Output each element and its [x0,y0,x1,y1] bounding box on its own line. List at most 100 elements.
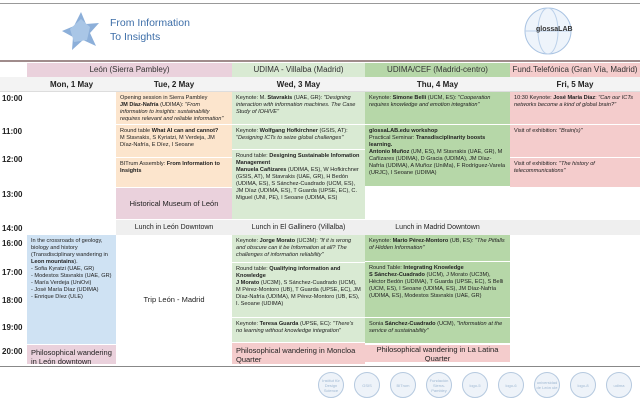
event-line: Keynote: Jorge Morato (UC3M): "If it is … [236,238,361,259]
event-text: (UM, ES), M Stavrakis (UAE, GR), M Cañiz… [369,149,506,176]
sponsor-logo-mark: logo-6 [498,372,524,398]
event-line: Visit of exhibition: "The history of tel… [514,161,636,175]
day-header-blank [0,77,27,92]
event-text: From Information to Insights [120,161,220,174]
event-text: Keynote: M. [236,95,268,101]
event-round-table-qualifying: Round table: Qualifying information and … [232,263,365,318]
top-rule [0,3,640,4]
event-text: Historical Museum of León [129,199,219,208]
sponsor-logo-mark: logo-8 [570,372,596,398]
sponsor-logo: udima [603,370,635,400]
event-text: Philosophical wandering in León downtown [31,348,112,365]
event-text: Keynote: [369,238,393,244]
event-text: Keynote: [369,95,393,101]
event-glossalab-workshop: glossaLAB.edu workshop Practical Seminar… [365,125,510,187]
event-text: - Enrique Díez (ULE) [31,294,83,300]
sponsor-logo: logo-5 [459,370,491,400]
event-line: In the crossroads of geology, biology an… [31,238,112,266]
event-title: From Information To Insights [110,16,190,44]
event-text: M Stavrakis, S Kyriatzi, M Verdeja, JM D… [120,135,215,148]
sponsor-logo: logo-8 [567,370,599,400]
event-text: Qualifying information and Knowledge [236,266,341,279]
event-text: Transdisciplinarity boosts learning. [369,135,486,148]
time-label: 20:00 [2,347,23,356]
lunch-thu: Lunch in Madrid Downtown [395,224,480,231]
event-text: "The history of telecommunications" [514,161,595,174]
event-line: M Stavrakis, S Kyriatzi, M Verdeja, JM D… [120,135,228,149]
event-text: Antonio Muñoz [369,149,410,155]
sponsor-logo-mark: GSIS [354,372,380,398]
event-text: (UCM), J Morato (UC3M), Héctor Bedón (UD… [369,272,504,299]
time-label: 12:00 [2,155,23,164]
event-line: Round table: Designing Sustainable Infom… [236,153,361,167]
header-rule [0,60,640,62]
event-text: 10:30 Keynote: [514,95,554,101]
event-text: S Sánchez-Cuadrado [369,272,425,278]
event-line: - José María Díaz (UDIMA) [31,287,112,294]
event-text: (UCM), [435,321,457,327]
event-line: Keynote: Teresa Guarda (UPSE, EC): "Ther… [236,321,361,335]
event-line: J Morato (UC3M), S Sánchez-Cuadrado (UCM… [236,280,361,308]
event-text: Sonia [369,321,385,327]
event-text: Leon mountains [31,259,75,265]
event-line: Historical Museum of León [130,199,219,208]
event-leon-mountains-wandering: In the crossroads of geology, biology an… [27,235,116,345]
event-text: "Information at the service of sustainab… [369,321,503,334]
day-tue: Tue, 2 May [116,77,232,92]
event-text: Round table: [236,266,270,272]
event-text: Mario Pérez-Montoro [392,238,449,244]
event-text: Round table [120,128,152,134]
event-keynote-diaz: 10:30 Keynote: José María Díaz: "Can our… [510,92,640,125]
event-line: BITrum Assembly: From Information to Ins… [120,161,228,175]
event-text: Simone Belli [392,95,427,101]
event-text: In the crossroads of geology, biology an… [31,238,108,258]
time-label: 13:00 [2,190,23,199]
sponsor-logo: Institut für Design Science [315,370,347,400]
sponsor-logo: universidad de León ule [531,370,563,400]
event-line: S Sánchez-Cuadrado (UCM), J Morato (UC3M… [369,272,506,300]
time-label: 18:00 [2,296,23,305]
event-line: Keynote: M. Stavrakis (UAE, GR): "Design… [236,95,361,116]
event-text: "If it is wrong and obscure can it be In… [236,238,352,258]
sponsor-logo-mark: BITrum [390,372,416,398]
event-talk-sanchez-cuadrado: Sonia Sánchez-Cuadrado (UCM), "Informati… [365,318,510,344]
sponsor-logo: Fundación Sierra-Pambley [423,370,455,400]
event-text: J Morato [236,280,260,286]
event-opening-session: Opening session in Sierra Pambley JM Díaz… [116,92,232,125]
event-moncloa-wandering: Philosophical wandering in Moncloa Quart… [232,343,365,365]
event-line: Visit of exhibition: "Brain(s)" [514,128,636,135]
event-text: José María Díaz [553,95,596,101]
day-wed: Wed, 3 May [232,77,365,92]
event-leon-downtown-wandering: Philosophical wandering in León downtown [27,345,116,365]
lunch-row [116,220,640,235]
glossalab-logo: glossaLAB [536,26,573,33]
event-line: 10:30 Keynote: José María Díaz: "Can our… [514,95,636,109]
event-text: Round Table: [369,265,404,271]
glossalab-globe-icon [524,7,572,55]
event-line: Manuela Cañizares (UDIMA, ES), W Hofkirc… [236,167,361,202]
event-text: Philosophical wandering in Moncloa Quart… [236,346,356,364]
event-text: "From information to insights: sustainab… [120,102,224,122]
time-label: 17:00 [2,268,23,277]
event-line: Keynote: Mario Pérez-Montoro (UB, ES): "… [369,238,506,252]
event-round-table-integrating: Round Table: Integrating Knowledge S Sánc… [365,262,510,318]
event-text: BITrum Assembly: [120,161,167,167]
time-label: 10:00 [2,94,23,103]
event-text: JM Díaz-Nafría [120,102,159,108]
event-line: Sonia Sánchez-Cuadrado (UCM), "Informati… [369,321,506,335]
event-text: What AI can and cannot? [151,128,219,134]
sponsor-logo-mark: Fundación Sierra-Pambley [426,372,452,398]
event-text: "Can our ICTs networks become a kind of … [514,95,634,108]
event-text: glossaLAB.edu workshop [369,128,438,134]
event-text: Jorge Morato [259,238,296,244]
event-line: Keynote: Simone Belli (UCM, ES): "Cooper… [369,95,506,109]
venue-udima-villalba: UDIMA - Villalba (Madrid) [232,63,365,77]
star-logo-icon [62,12,99,50]
day-fri: Fri, 5 May [510,77,640,92]
event-keynote-stavrakis: Keynote: M. Stavrakis (UAE, GR): "Design… [232,92,365,125]
event-text: Integrating Knowledge [403,265,464,271]
sponsor-logo-mark: udima [606,372,632,398]
event-text: ). [74,259,78,265]
event-text: (UDIMA): [158,102,185,108]
event-text: Manuela Cañizares [236,167,287,173]
